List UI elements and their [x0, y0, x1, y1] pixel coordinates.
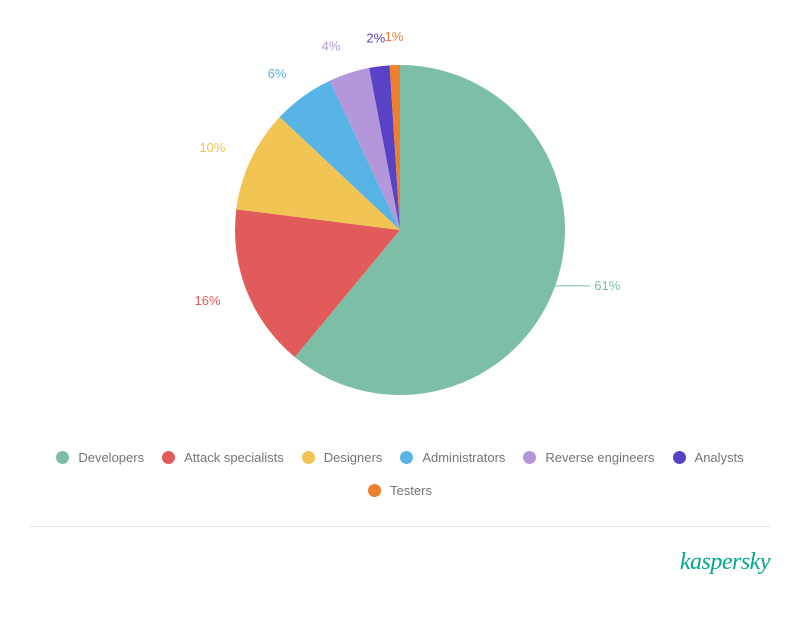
legend-item: Analysts: [673, 450, 744, 465]
slice-label: 10%: [199, 140, 225, 155]
legend-item: Attack specialists: [162, 450, 284, 465]
legend-item: Testers: [368, 483, 432, 498]
slice-label: 2%: [366, 31, 385, 46]
legend-label: Analysts: [695, 450, 744, 465]
slice-label: 6%: [268, 66, 287, 81]
brand-logo: kaspersky: [30, 549, 770, 576]
legend-item: Designers: [302, 450, 383, 465]
legend-label: Administrators: [422, 450, 505, 465]
chart-container: 61% 16% 10% 6% 4% 2%1% Developers Attack speci…: [30, 0, 770, 576]
slice-label: 4%: [322, 38, 341, 53]
legend-item: Reverse engineers: [523, 450, 654, 465]
slice-label: 1%: [385, 30, 404, 44]
legend-dot-icon: [673, 451, 686, 464]
legend-label: Attack specialists: [184, 450, 284, 465]
pie-svg: 61% 16% 10% 6% 4% 2%1%: [30, 30, 770, 430]
legend-item: Developers: [56, 450, 144, 465]
legend-item: Administrators: [400, 450, 505, 465]
slice-label: 61%: [594, 278, 620, 293]
legend-dot-icon: [162, 451, 175, 464]
legend: Developers Attack specialists Designers Adm…: [30, 450, 770, 527]
legend-dot-icon: [368, 484, 381, 497]
legend-dot-icon: [302, 451, 315, 464]
legend-label: Testers: [390, 483, 432, 498]
slice-label: 16%: [195, 293, 221, 308]
legend-dot-icon: [400, 451, 413, 464]
legend-label: Designers: [324, 450, 383, 465]
legend-label: Developers: [78, 450, 144, 465]
pie-chart: 61% 16% 10% 6% 4% 2%1%: [30, 30, 770, 430]
legend-dot-icon: [56, 451, 69, 464]
legend-dot-icon: [523, 451, 536, 464]
legend-label: Reverse engineers: [545, 450, 654, 465]
